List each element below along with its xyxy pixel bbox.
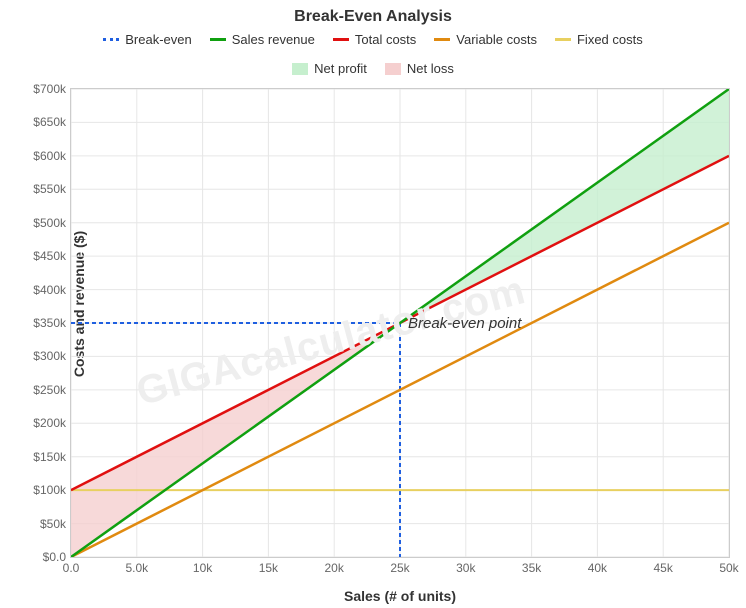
legend-label: Net profit xyxy=(314,61,367,76)
x-axis-label: Sales (# of units) xyxy=(70,588,730,604)
legend-item-fixed-costs: Fixed costs xyxy=(555,32,643,47)
legend-swatch-net-profit xyxy=(292,63,308,75)
legend-item-net-profit: Net profit xyxy=(292,61,367,76)
x-tick: 35k xyxy=(522,557,541,575)
plot-area: GIGAcalculator.com $0.0$50k$100k$150k$20… xyxy=(70,88,730,558)
legend-swatch-sales xyxy=(210,38,226,41)
x-tick: 40k xyxy=(588,557,607,575)
legend-item-total-costs: Total costs xyxy=(333,32,416,47)
y-tick: $400k xyxy=(33,283,71,297)
legend-label: Break-even xyxy=(125,32,191,47)
y-tick: $650k xyxy=(33,115,71,129)
chart-title: Break-Even Analysis xyxy=(0,0,746,26)
x-tick: 45k xyxy=(654,557,673,575)
legend-item-net-loss: Net loss xyxy=(385,61,454,76)
legend: Break-even Sales revenue Total costs Var… xyxy=(0,26,746,78)
x-tick: 0.0 xyxy=(63,557,80,575)
y-tick: $350k xyxy=(33,316,71,330)
legend-label: Fixed costs xyxy=(577,32,643,47)
legend-label: Total costs xyxy=(355,32,416,47)
x-tick: 20k xyxy=(325,557,344,575)
x-tick: 25k xyxy=(390,557,409,575)
break-even-annotation: Break-even point xyxy=(408,315,521,332)
x-tick: 50k xyxy=(719,557,738,575)
y-tick: $550k xyxy=(33,182,71,196)
x-tick: 5.0k xyxy=(125,557,148,575)
legend-swatch-break-even xyxy=(103,38,119,41)
y-tick: $200k xyxy=(33,416,71,430)
y-tick: $700k xyxy=(33,82,71,96)
y-tick: $50k xyxy=(40,517,71,531)
break-even-chart: Break-Even Analysis Break-even Sales rev… xyxy=(0,0,746,608)
x-tick: 10k xyxy=(193,557,212,575)
y-tick: $100k xyxy=(33,483,71,497)
legend-item-sales: Sales revenue xyxy=(210,32,315,47)
y-tick: $450k xyxy=(33,249,71,263)
legend-swatch-total-costs xyxy=(333,38,349,41)
legend-label: Sales revenue xyxy=(232,32,315,47)
x-tick: 30k xyxy=(456,557,475,575)
x-tick: 15k xyxy=(259,557,278,575)
y-tick: $600k xyxy=(33,149,71,163)
y-tick: $300k xyxy=(33,349,71,363)
y-tick: $500k xyxy=(33,216,71,230)
legend-swatch-fixed-costs xyxy=(555,38,571,41)
legend-swatch-net-loss xyxy=(385,63,401,75)
legend-item-var-costs: Variable costs xyxy=(434,32,537,47)
y-tick: $150k xyxy=(33,450,71,464)
legend-label: Net loss xyxy=(407,61,454,76)
plot-svg xyxy=(71,89,729,557)
legend-swatch-var-costs xyxy=(434,38,450,41)
legend-item-break-even: Break-even xyxy=(103,32,191,47)
y-tick: $250k xyxy=(33,383,71,397)
legend-label: Variable costs xyxy=(456,32,537,47)
